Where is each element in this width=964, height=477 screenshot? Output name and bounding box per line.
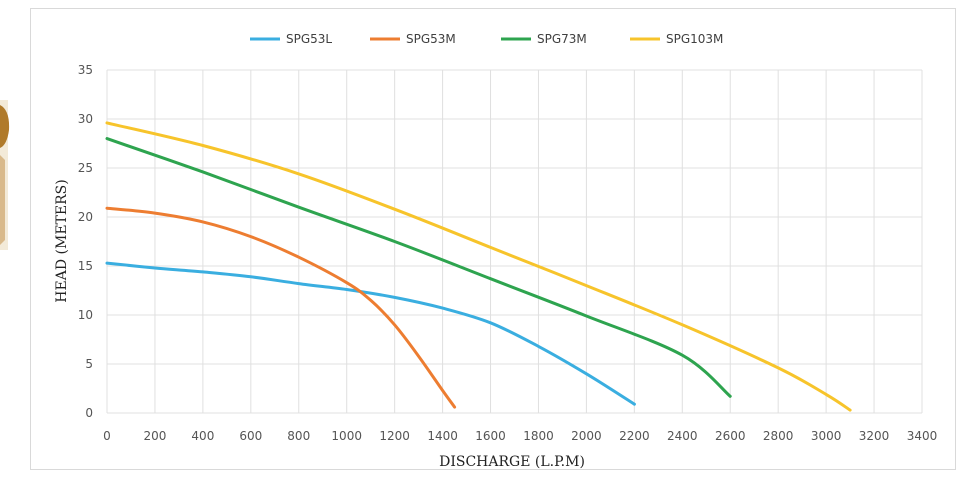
series-line-spg73m bbox=[105, 137, 732, 398]
x-tick-label: 800 bbox=[287, 429, 310, 443]
series-lines bbox=[105, 121, 852, 412]
y-tick-label: 30 bbox=[78, 112, 93, 126]
grid-lines bbox=[106, 69, 923, 414]
x-tick-label: 1000 bbox=[331, 429, 362, 443]
legend-label-spg53l: SPG53L bbox=[286, 32, 332, 46]
series-line-spg103m bbox=[105, 121, 852, 412]
x-tick-label: 600 bbox=[239, 429, 262, 443]
legend-label-spg53m: SPG53M bbox=[406, 32, 456, 46]
pump-photo-edge bbox=[0, 100, 12, 250]
x-tick-label: 3400 bbox=[907, 429, 938, 443]
x-tick-label: 3000 bbox=[811, 429, 842, 443]
legend: SPG53L SPG53M SPG73M SPG103M bbox=[250, 32, 723, 46]
x-tick-label: 1400 bbox=[427, 429, 458, 443]
y-axis-title: HEAD (METERS) bbox=[54, 179, 70, 302]
series-line-spg53l bbox=[105, 261, 636, 406]
x-tick-label: 0 bbox=[103, 429, 111, 443]
legend-label-spg103m: SPG103M bbox=[666, 32, 723, 46]
x-tick-label: 3200 bbox=[859, 429, 890, 443]
series-line-spg53m bbox=[105, 206, 457, 409]
y-tick-label: 35 bbox=[78, 63, 93, 77]
x-tick-label: 1600 bbox=[475, 429, 506, 443]
x-axis-title: DISCHARGE (L.P.M) bbox=[439, 454, 585, 470]
chart-frame bbox=[30, 8, 956, 470]
y-tick-label: 25 bbox=[78, 161, 93, 175]
x-tick-label: 1200 bbox=[379, 429, 410, 443]
x-tick-label: 1800 bbox=[523, 429, 554, 443]
y-tick-label: 20 bbox=[78, 210, 93, 224]
y-tick-label: 5 bbox=[85, 357, 93, 371]
x-tick-label: 2000 bbox=[571, 429, 602, 443]
y-tick-label: 10 bbox=[78, 308, 93, 322]
x-tick-label: 200 bbox=[143, 429, 166, 443]
y-tick-label: 0 bbox=[85, 406, 93, 420]
x-tick-label: 2400 bbox=[667, 429, 698, 443]
legend-label-spg73m: SPG73M bbox=[537, 32, 587, 46]
x-tick-label: 2600 bbox=[715, 429, 746, 443]
x-tick-label: 400 bbox=[191, 429, 214, 443]
y-tick-label: 15 bbox=[78, 259, 93, 273]
x-tick-labels: 0 200 400 600 800 1000 1200 1400 1600 1800 2000 220… bbox=[103, 429, 937, 443]
x-tick-label: 2800 bbox=[763, 429, 794, 443]
x-tick-label: 2200 bbox=[619, 429, 650, 443]
y-tick-labels: 0 5 10 15 20 25 30 35 bbox=[78, 63, 93, 420]
